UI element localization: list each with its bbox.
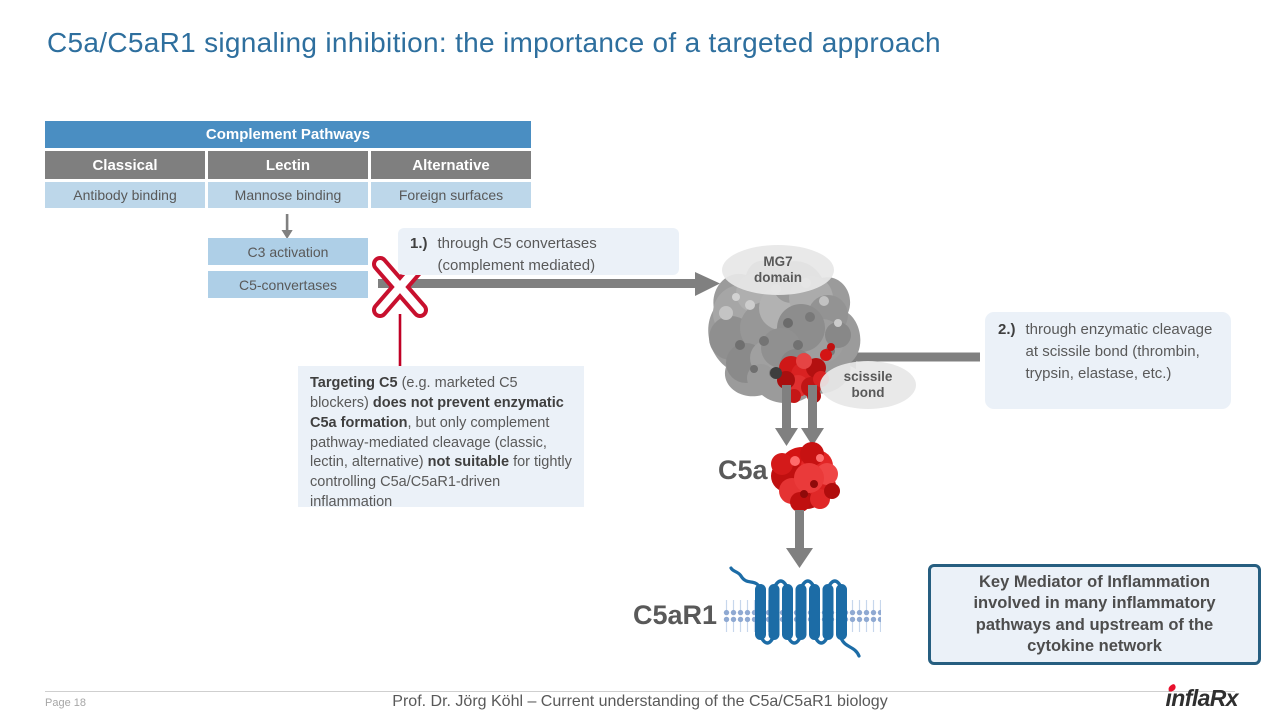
- c5a-label: C5a: [718, 455, 768, 485]
- table-col-classical: Classical: [45, 151, 205, 179]
- mg7-domain-text: MG7 domain: [753, 254, 802, 285]
- page-number: Page 18: [45, 697, 86, 709]
- logo-rx-text: Rx: [1209, 685, 1239, 711]
- complement-pathways-table: Complement Pathways Classical Lectin Alt…: [45, 121, 531, 208]
- note-enzymatic-cleavage: 2.) through enzymatic cleavage at scissi…: [985, 312, 1231, 409]
- table-col-alternative: Alternative: [371, 151, 531, 179]
- c5a-protein-image: [771, 442, 840, 512]
- c5-convertases-box: C5-convertases: [208, 271, 368, 298]
- table-cell-mannose-binding: Mannose binding: [208, 182, 368, 208]
- targeting-c5-callout: Targeting C5 (e.g. marketed C5 blockers)…: [298, 366, 584, 510]
- scissile-bond-label: scissile bond: [820, 361, 916, 409]
- inflarx-logo: inflaRx: [1166, 683, 1239, 712]
- table-cell-foreign-surfaces: Foreign surfaces: [371, 182, 531, 208]
- note1-number: 1.): [410, 235, 428, 252]
- note1-text: through C5 convertases (complement media…: [437, 235, 597, 274]
- table-header: Complement Pathways: [45, 121, 531, 148]
- c5a-to-receptor-arrow-icon: [786, 510, 813, 568]
- note-convertase-pathway: 1.) through C5 convertases (complement m…: [398, 228, 679, 275]
- c3-activation-box: C3 activation: [208, 238, 368, 265]
- footer-credit: Prof. Dr. Jörg Köhl – Current understand…: [392, 693, 888, 710]
- c5ar1-receptor-image: [723, 566, 881, 658]
- table-subheader-row: Classical Lectin Alternative: [45, 151, 531, 179]
- mg7-domain-label: MG7 domain: [722, 245, 834, 295]
- note2-number: 2.): [998, 321, 1016, 338]
- table-cell-row: Antibody binding Mannose binding Foreign…: [45, 182, 531, 208]
- table-cell-antibody-binding: Antibody binding: [45, 182, 205, 208]
- cleavage-arrows-icon: [775, 385, 824, 446]
- footer-divider: [45, 691, 1235, 692]
- scissile-bond-text: scissile bond: [843, 369, 893, 400]
- page-title: C5a/C5aR1 signaling inhibition: the impo…: [47, 27, 941, 58]
- note2-text: through enzymatic cleavage at scissile b…: [1025, 321, 1213, 382]
- down-arrow-icon: [281, 214, 293, 239]
- key-mediator-box: Key Mediator of Inflammation involved in…: [928, 564, 1261, 665]
- table-col-lectin: Lectin: [208, 151, 368, 179]
- c5ar1-label: C5aR1: [633, 600, 718, 630]
